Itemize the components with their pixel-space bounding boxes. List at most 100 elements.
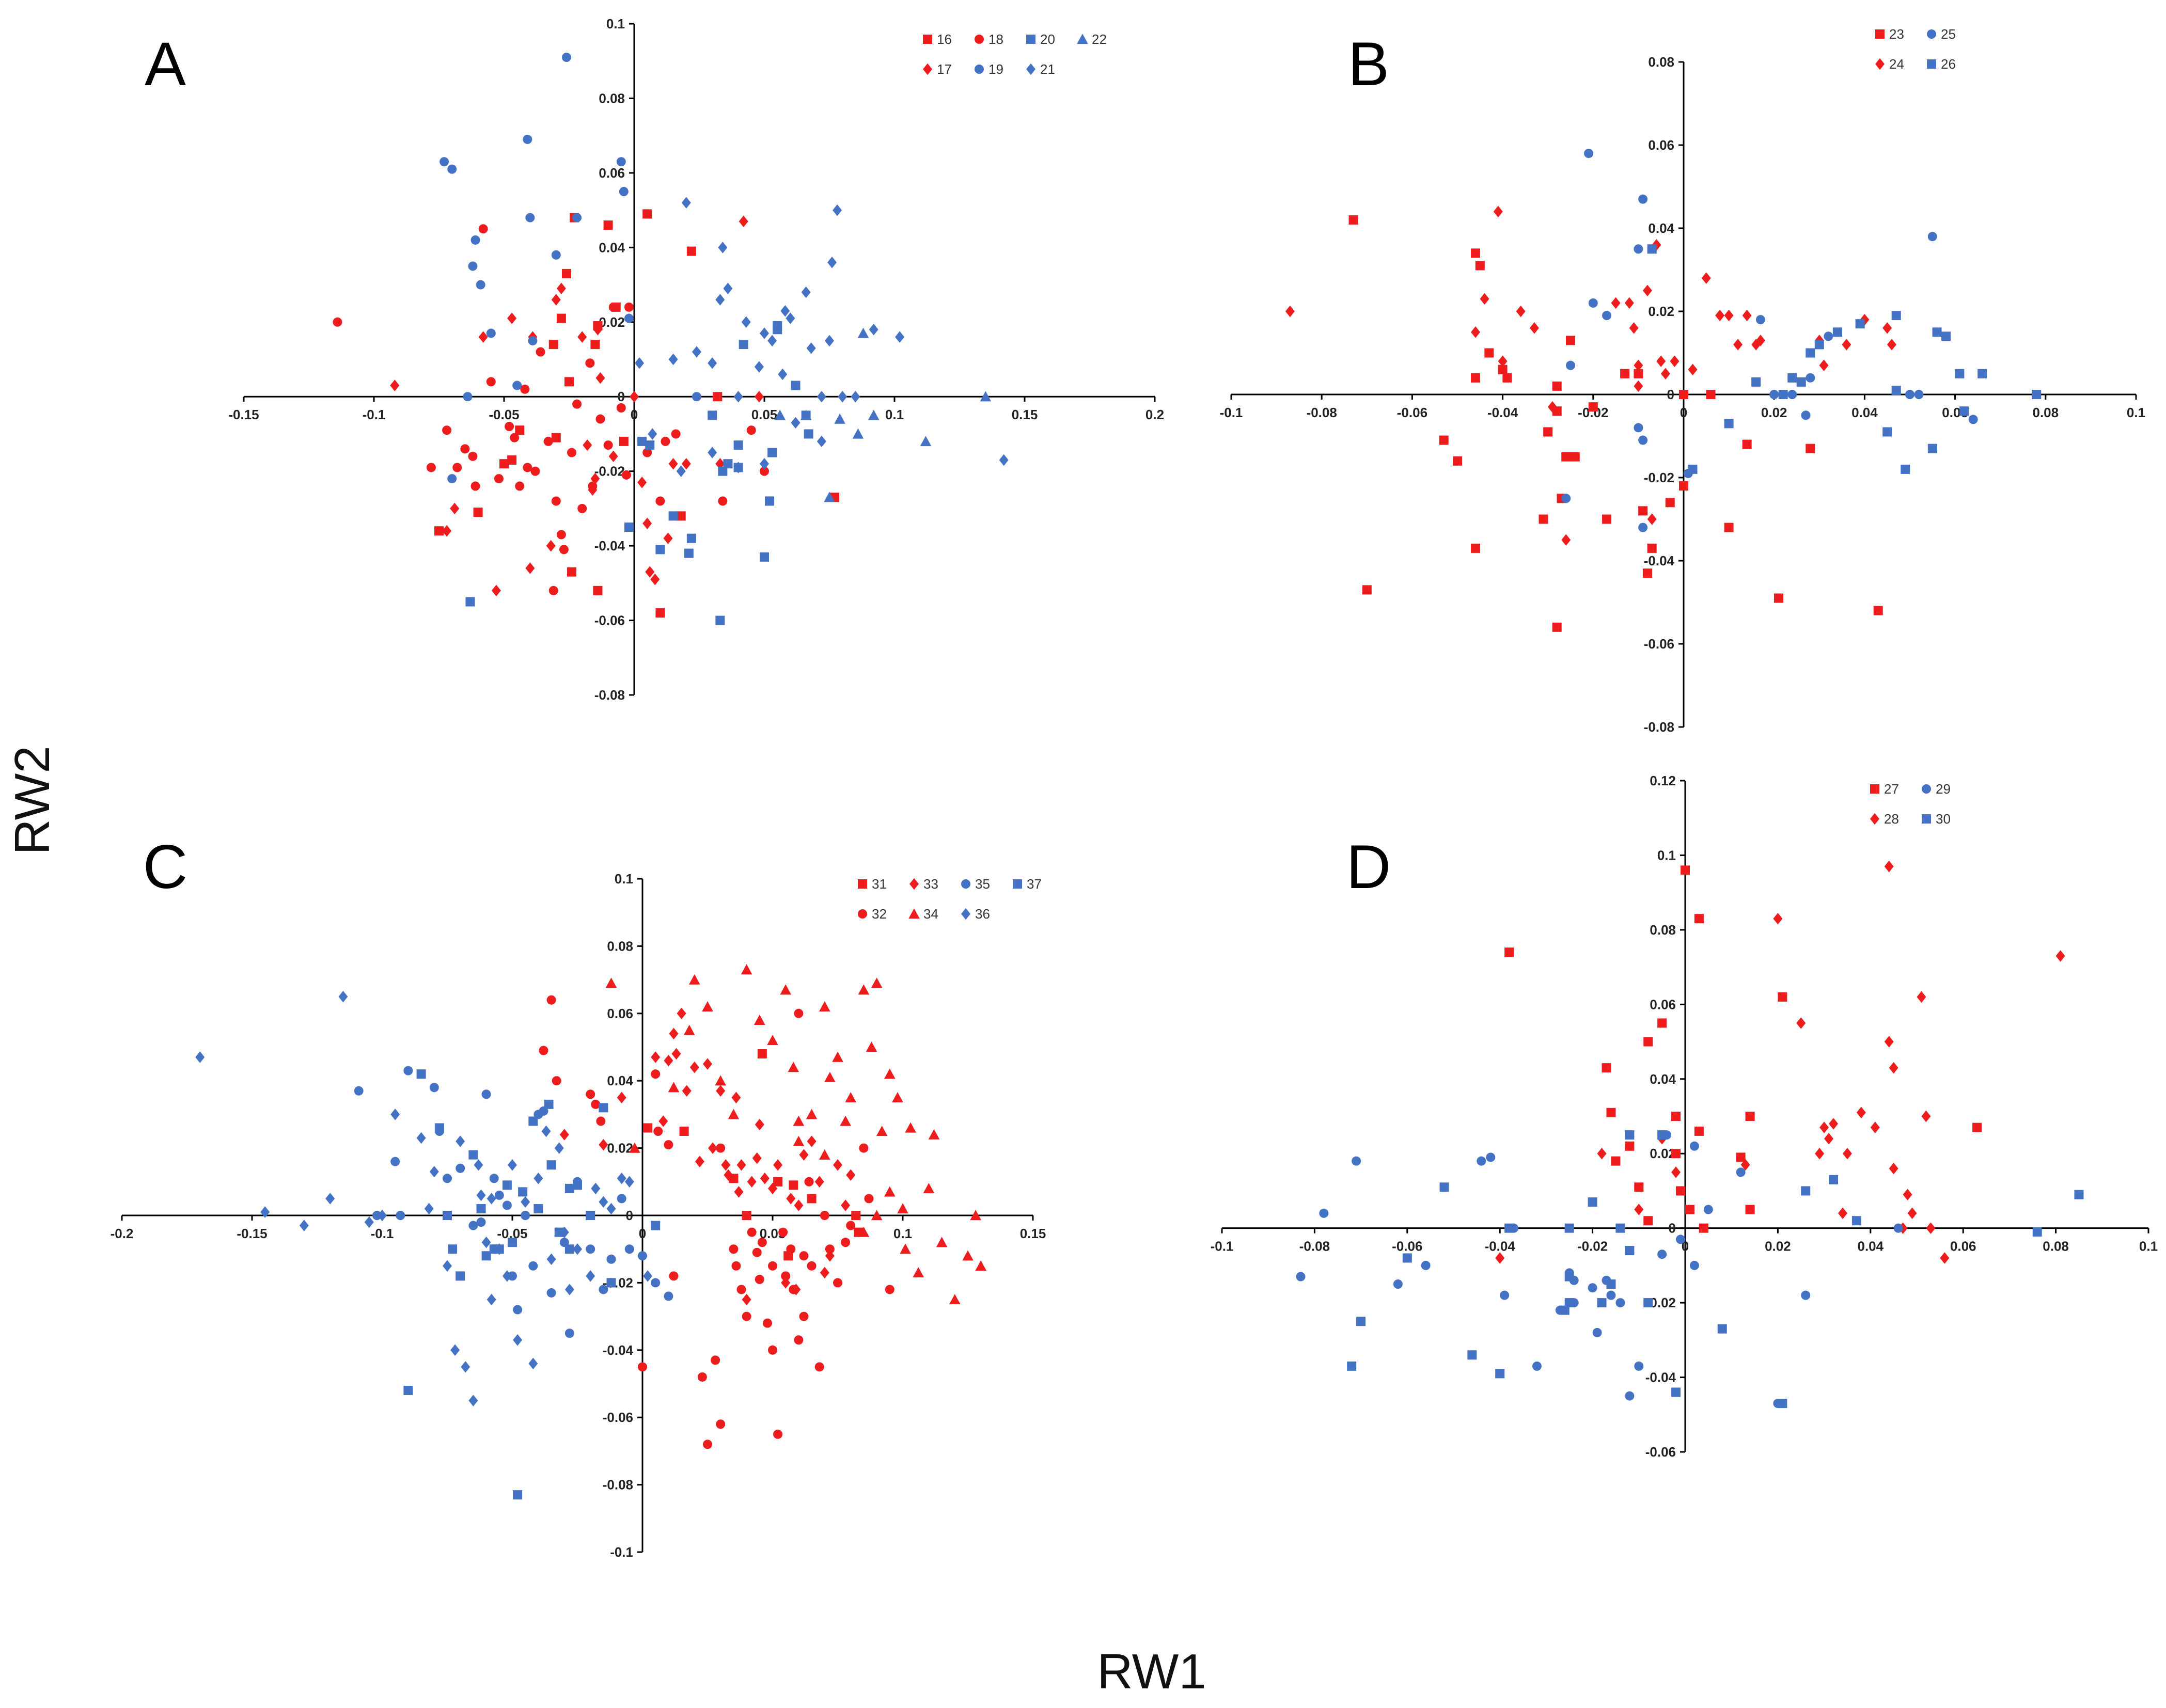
y-tick-label: 0.02 bbox=[599, 314, 625, 330]
y-tick-label: 0.02 bbox=[1648, 304, 1674, 319]
x-tick-label: 0 bbox=[631, 407, 638, 422]
data-point bbox=[1670, 355, 1680, 367]
data-point bbox=[1815, 1147, 1825, 1160]
data-point bbox=[508, 1271, 517, 1281]
data-point bbox=[586, 1270, 595, 1282]
data-point bbox=[624, 313, 634, 323]
data-point bbox=[1625, 1246, 1635, 1255]
data-point bbox=[573, 1180, 582, 1190]
data-point bbox=[617, 1092, 626, 1104]
data-point bbox=[1893, 1223, 1903, 1233]
data-point bbox=[1824, 1133, 1834, 1145]
data-point bbox=[791, 417, 801, 429]
data-point bbox=[846, 1221, 856, 1230]
data-point bbox=[1972, 1122, 1982, 1132]
data-point bbox=[1660, 368, 1670, 379]
data-point bbox=[824, 1071, 836, 1082]
data-point bbox=[1561, 534, 1571, 546]
data-point bbox=[648, 428, 657, 440]
series-26 bbox=[1647, 244, 2042, 474]
legend-marker bbox=[1026, 63, 1035, 75]
data-point bbox=[1851, 1216, 1861, 1226]
data-point bbox=[1564, 1272, 1574, 1282]
data-point bbox=[885, 1285, 894, 1294]
x-tick-label: 0.02 bbox=[1761, 405, 1787, 420]
data-point bbox=[1887, 339, 1896, 351]
data-point bbox=[551, 496, 561, 506]
data-point bbox=[746, 425, 756, 435]
data-point bbox=[530, 466, 540, 476]
data-point bbox=[403, 1066, 413, 1076]
data-point bbox=[767, 1035, 778, 1046]
data-point bbox=[461, 1361, 470, 1373]
data-point bbox=[564, 1244, 574, 1254]
data-point bbox=[1736, 1167, 1746, 1177]
data-point bbox=[768, 1182, 777, 1195]
data-point bbox=[713, 392, 723, 402]
data-point bbox=[1778, 992, 1787, 1002]
x-tick-label: 0.05 bbox=[751, 407, 778, 422]
data-point bbox=[572, 213, 582, 223]
data-point bbox=[900, 1243, 911, 1254]
data-point bbox=[1647, 244, 1657, 254]
data-point bbox=[608, 450, 618, 463]
x-tick-label: 0.02 bbox=[1765, 1239, 1791, 1254]
data-point bbox=[1634, 359, 1643, 371]
data-point bbox=[603, 440, 613, 450]
data-point bbox=[800, 409, 812, 420]
x-axis-title: RW1 bbox=[1097, 1644, 1206, 1699]
data-point bbox=[817, 390, 826, 403]
legend-marker bbox=[1875, 29, 1885, 39]
data-point bbox=[546, 1253, 556, 1266]
data-point bbox=[1889, 1162, 1898, 1175]
x-tick-label: -0.1 bbox=[371, 1226, 394, 1241]
data-point bbox=[606, 1203, 616, 1215]
data-point bbox=[564, 1183, 574, 1193]
data-point bbox=[692, 392, 701, 402]
data-point bbox=[513, 1490, 523, 1500]
y-tick-label: 0.08 bbox=[1650, 922, 1676, 938]
data-point bbox=[468, 1150, 478, 1160]
data-point bbox=[1362, 585, 1372, 595]
data-point bbox=[354, 1086, 364, 1096]
data-point bbox=[1642, 568, 1652, 578]
data-point bbox=[1643, 1298, 1653, 1308]
data-point bbox=[1927, 444, 1937, 453]
series-17 bbox=[390, 215, 764, 597]
series-18 bbox=[333, 224, 769, 595]
data-point bbox=[731, 1261, 741, 1271]
data-point bbox=[786, 1193, 796, 1205]
data-point bbox=[468, 1395, 478, 1406]
data-point bbox=[1699, 1223, 1708, 1233]
data-point bbox=[1688, 363, 1698, 375]
data-point bbox=[1615, 1223, 1625, 1233]
data-point bbox=[1657, 1250, 1667, 1259]
data-point bbox=[715, 615, 725, 625]
data-point bbox=[1606, 1108, 1616, 1117]
data-point bbox=[681, 457, 691, 470]
data-point bbox=[718, 242, 728, 254]
y-tick-label: 0 bbox=[1669, 1221, 1676, 1236]
data-point bbox=[378, 1209, 387, 1222]
data-point bbox=[1681, 865, 1690, 875]
y-tick-label: -0.06 bbox=[603, 1410, 633, 1425]
data-point bbox=[841, 1199, 851, 1211]
data-point bbox=[567, 567, 577, 577]
data-point bbox=[755, 1274, 764, 1284]
data-point bbox=[1480, 293, 1489, 305]
data-point bbox=[1679, 390, 1688, 399]
data-point bbox=[426, 463, 436, 472]
data-point bbox=[443, 1211, 452, 1220]
data-point bbox=[481, 1251, 491, 1261]
x-tick-label: -0.1 bbox=[363, 407, 386, 422]
data-point bbox=[869, 323, 878, 336]
data-point bbox=[1715, 309, 1725, 322]
data-point bbox=[528, 1116, 538, 1126]
data-point bbox=[1671, 1149, 1681, 1159]
data-point bbox=[546, 1160, 556, 1170]
data-point bbox=[676, 465, 686, 477]
data-point bbox=[1917, 991, 1926, 1003]
data-point bbox=[664, 1291, 673, 1301]
data-point bbox=[554, 1142, 564, 1154]
y-tick-label: -0.06 bbox=[1644, 636, 1674, 652]
